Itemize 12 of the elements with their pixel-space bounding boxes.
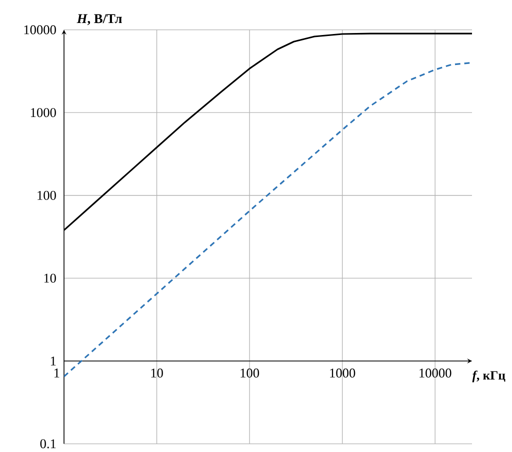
x-tick-label: 100: [240, 368, 260, 378]
y-tick-label: 0.1: [40, 439, 56, 448]
x-tick-label: 10000: [420, 368, 452, 378]
x-axis-title: f, кГц: [472, 370, 506, 382]
y-tick-label: 1000: [30, 108, 56, 118]
x-tick-label: 1000: [330, 368, 356, 378]
y-tick-label: 100: [38, 190, 56, 200]
y-tick-label: 1: [50, 356, 56, 366]
y-tick-label: 10: [44, 274, 56, 283]
x-tick-label: 10: [151, 368, 163, 378]
y-tick-label: 10000: [24, 25, 56, 34]
y-axis-title: H, В/Тл: [76, 14, 122, 26]
